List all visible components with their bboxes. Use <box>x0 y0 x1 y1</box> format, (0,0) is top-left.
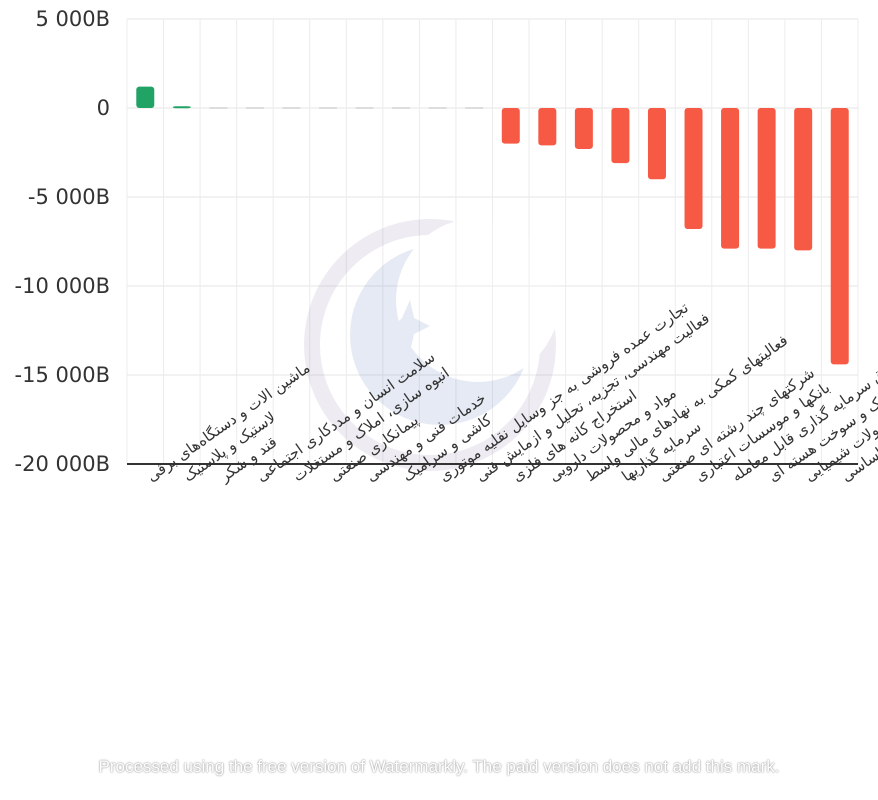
bar <box>172 106 191 109</box>
bar <box>684 108 703 230</box>
bar <box>757 108 776 249</box>
grid-lines <box>126 18 859 464</box>
y-tick-label: 0 <box>97 96 110 120</box>
bar <box>136 86 155 108</box>
y-tick-label: -15 000B <box>15 363 110 387</box>
y-tick-label: -10 000B <box>15 274 110 298</box>
y-tick-label: 5 000B <box>35 7 110 31</box>
y-tick-label: -5 000B <box>28 185 110 209</box>
bar <box>721 108 740 249</box>
bar-series <box>136 86 849 365</box>
y-axis-ticks: 5 000B 0 -5 000B -10 000B -15 000B -20 000B <box>15 7 110 476</box>
bar <box>830 108 849 365</box>
bar <box>501 108 520 144</box>
crescent-star-logo-icon <box>304 218 560 471</box>
y-tick-label: -20 000B <box>15 452 110 476</box>
bar <box>647 108 666 180</box>
bar <box>611 108 630 164</box>
watermark-note: Processed using the free version of Wate… <box>98 757 780 776</box>
bar <box>794 108 813 251</box>
bar <box>574 108 593 149</box>
bar <box>538 108 557 146</box>
